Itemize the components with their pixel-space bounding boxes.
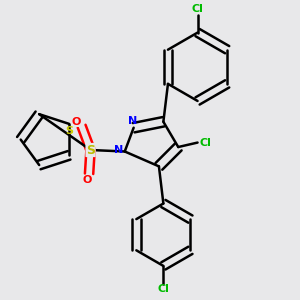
Text: O: O	[83, 175, 92, 185]
Text: N: N	[128, 116, 137, 126]
Text: S: S	[86, 143, 95, 157]
Text: S: S	[65, 126, 73, 136]
Text: Cl: Cl	[199, 138, 211, 148]
Text: Cl: Cl	[158, 284, 169, 294]
Text: Cl: Cl	[192, 4, 203, 14]
Text: N: N	[114, 145, 123, 155]
Text: O: O	[72, 117, 81, 127]
